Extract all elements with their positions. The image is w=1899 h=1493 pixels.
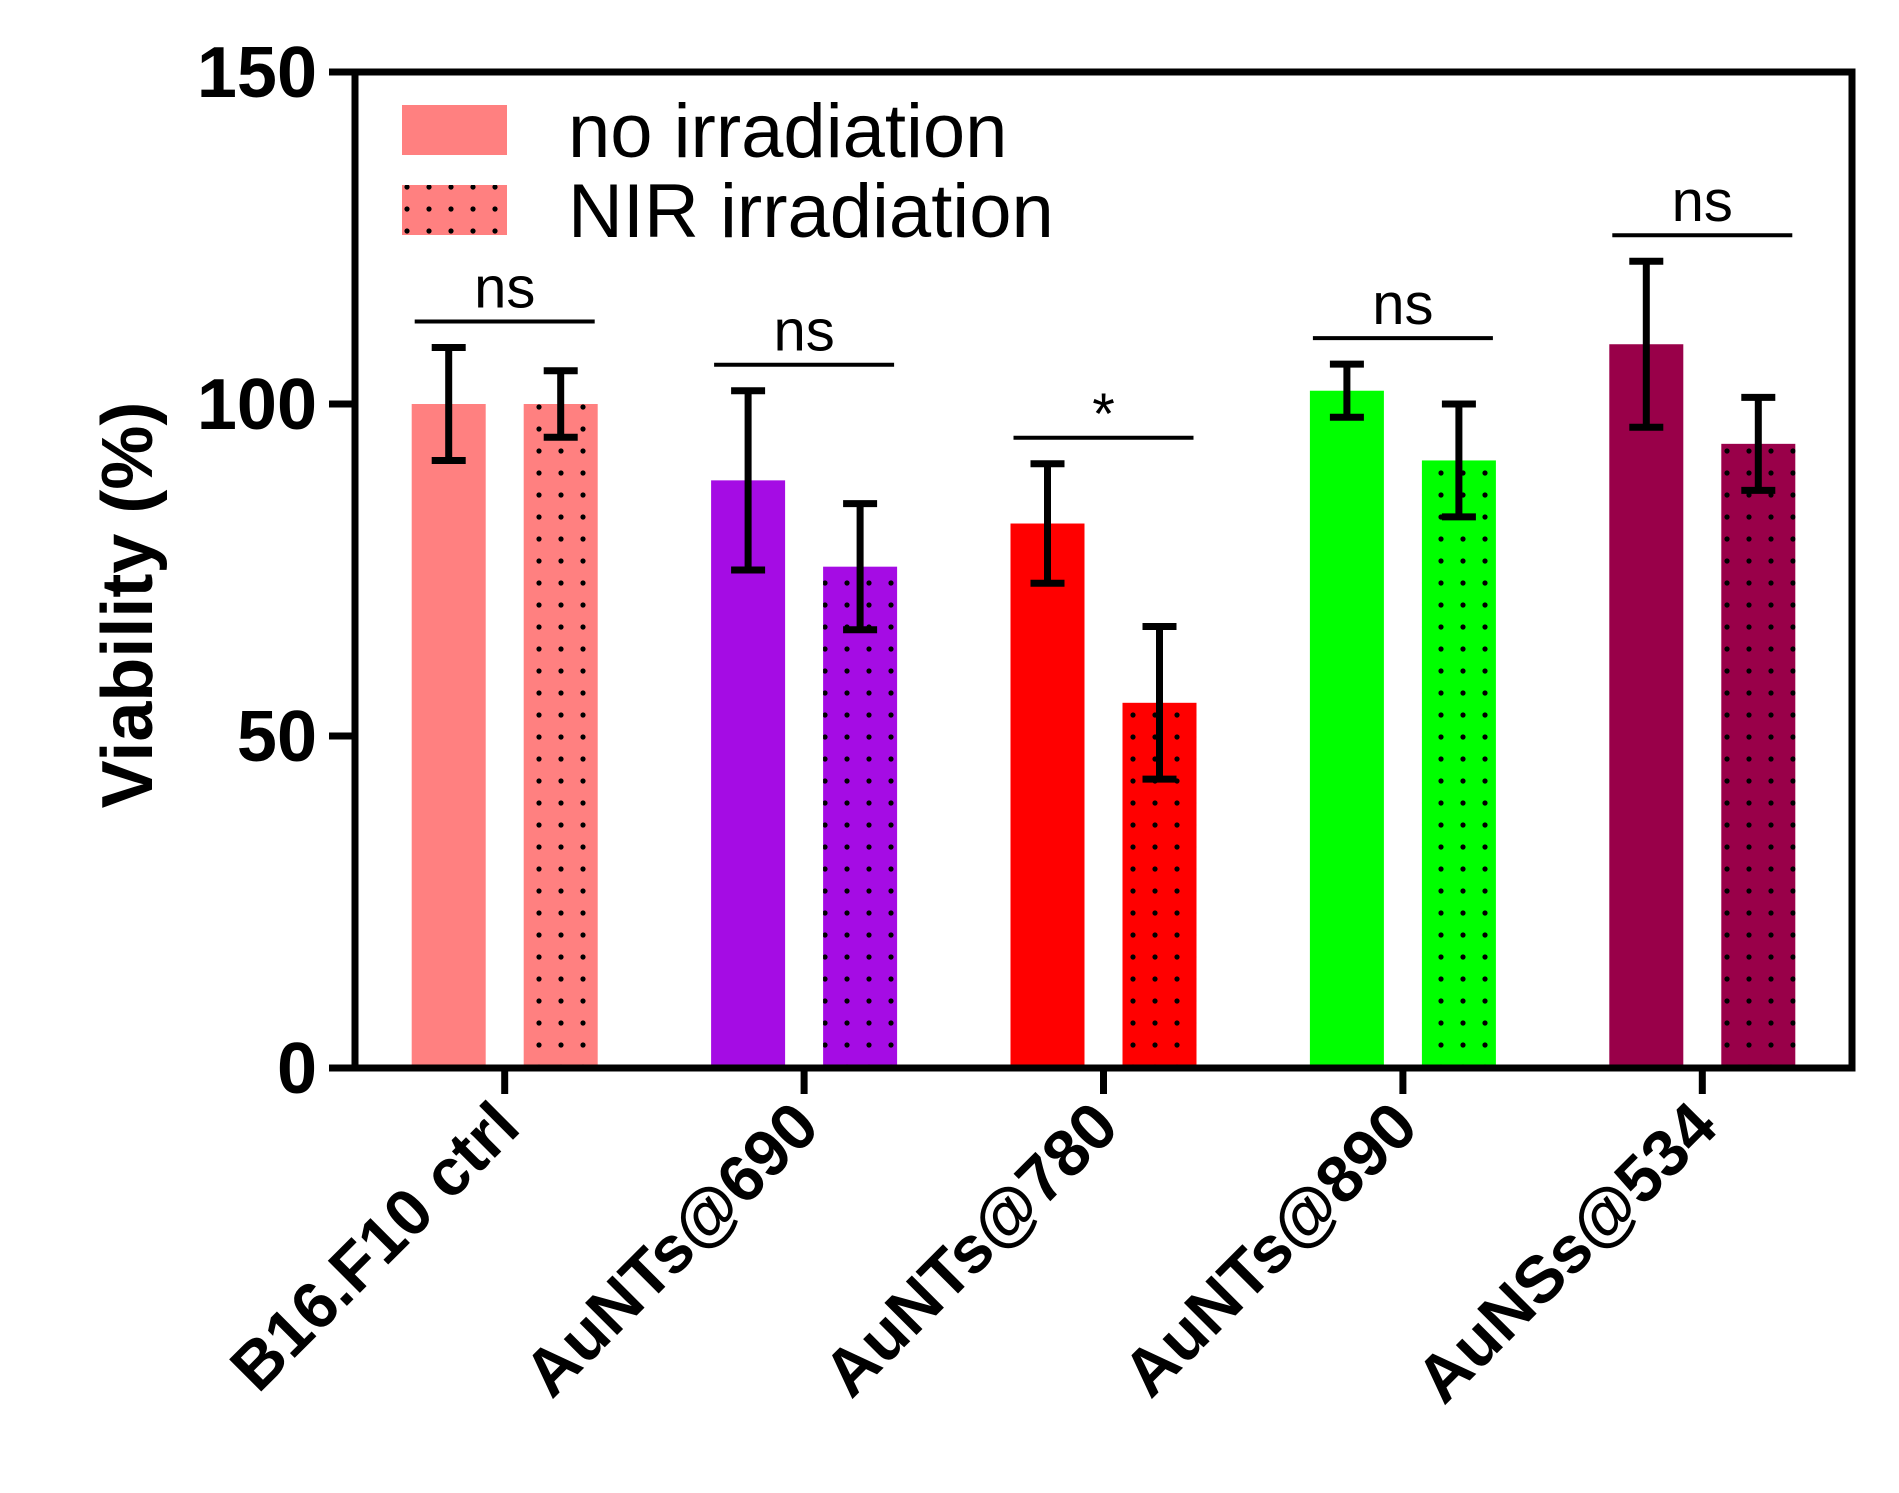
significance-label-aunts-690: ns [773,299,834,364]
legend-label-no-irradiation: no irradiation [568,89,1007,174]
bar-pattern-aunts-890-nir-irradiation [1421,460,1496,1068]
x-tick-label-aunts-690: AuNTs@690 [509,1088,832,1411]
bar-pattern-aunss-534-nir-irradiation [1721,443,1796,1069]
significance-layer: ns ns * ns ns [414,169,1793,447]
bar-b16-f10-ctrl-no-irradiation [411,404,486,1068]
legend-swatch-pattern-nir-irradiation [402,185,507,235]
legend-label-nir-irradiation: NIR irradiation [568,169,1054,254]
y-tick-label-50: 50 [237,697,317,777]
x-tick-label-aunts-890: AuNTs@890 [1108,1088,1431,1411]
y-tick-label-100: 100 [197,365,317,445]
bar-aunss-534-no-irradiation [1609,344,1684,1068]
significance-label-aunss-534: ns [1672,169,1733,234]
bar-pattern-b16-f10-ctrl-nir-irradiation [523,404,598,1068]
error-bars-layer [431,257,1776,783]
significance-label-aunts-780: * [1092,382,1115,447]
legend-swatch-no-irradiation [402,105,507,155]
bar-aunts-780-no-irradiation [1010,523,1085,1068]
bar-aunts-890-no-irradiation [1309,390,1384,1069]
bars-layer [411,344,1796,1069]
bar-aunts-690-no-irradiation [711,480,786,1068]
x-tick-label-aunss-534: AuNSs@534 [1402,1087,1731,1416]
x-tick-label-aunts-780: AuNTs@780 [809,1088,1132,1411]
y-tick-label-0: 0 [277,1029,317,1109]
y-tick-label-150: 150 [197,33,317,113]
x-tick-label-b16-f10-ctrl: B16.F10 ctrl [216,1088,533,1405]
significance-label-b16-f10-ctrl: ns [474,256,535,321]
significance-label-aunts-890: ns [1372,272,1433,337]
y-axis-title: Viability (%) [88,402,168,809]
bar-pattern-aunts-690-nir-irradiation [823,566,898,1068]
